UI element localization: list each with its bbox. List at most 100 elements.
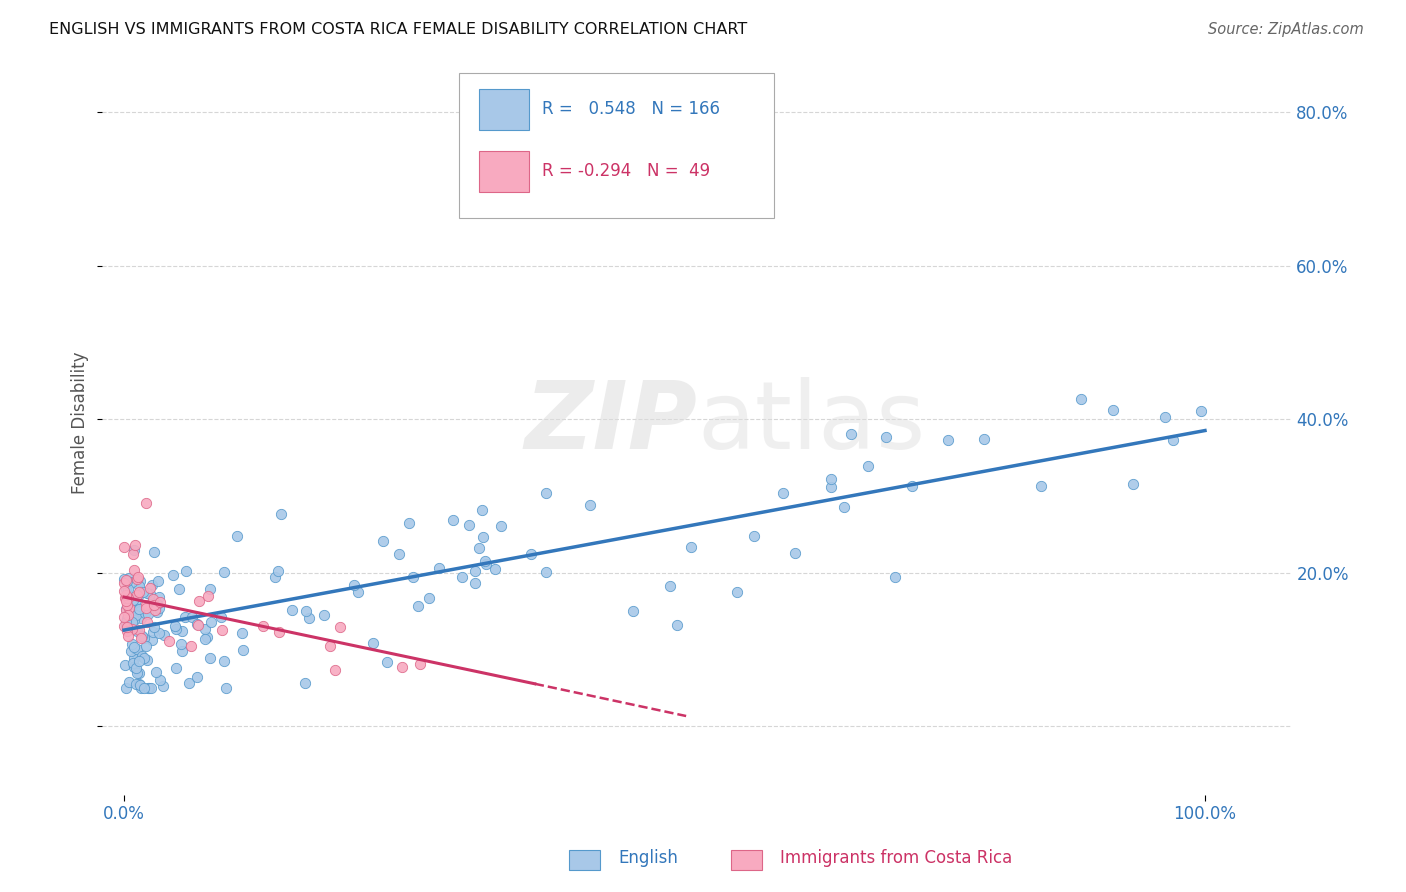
- Point: [772, 485, 794, 500]
- Point: [122, 656, 145, 670]
- Point: [856, 459, 879, 474]
- Point: [884, 570, 907, 584]
- Point: [198, 651, 221, 665]
- Point: [181, 609, 204, 624]
- Point: [146, 574, 169, 588]
- Point: [427, 561, 450, 575]
- Bar: [479, 89, 529, 130]
- Point: [187, 594, 209, 608]
- Point: [472, 530, 495, 544]
- Point: [128, 665, 150, 680]
- Point: [128, 623, 150, 637]
- Point: [145, 665, 167, 680]
- Point: [534, 565, 557, 579]
- Point: [136, 607, 159, 621]
- Point: [172, 643, 194, 657]
- Point: [114, 594, 136, 608]
- Point: [170, 637, 193, 651]
- Point: [115, 574, 138, 589]
- Point: [269, 624, 291, 639]
- Point: [198, 582, 221, 596]
- Point: [681, 540, 703, 554]
- Point: [212, 654, 235, 668]
- Text: Source: ZipAtlas.com: Source: ZipAtlas.com: [1208, 22, 1364, 37]
- Point: [464, 564, 486, 578]
- Point: [138, 681, 160, 695]
- Point: [114, 657, 136, 672]
- Point: [820, 479, 842, 493]
- Point: [125, 573, 148, 587]
- Point: [267, 564, 290, 578]
- Point: [136, 653, 159, 667]
- Point: [141, 578, 163, 592]
- Text: R =   0.548   N = 166: R = 0.548 N = 166: [543, 101, 720, 119]
- Point: [117, 619, 139, 633]
- Point: [143, 545, 166, 559]
- Point: [142, 599, 165, 613]
- Point: [1122, 477, 1144, 491]
- Text: ZIP: ZIP: [524, 377, 697, 469]
- Point: [128, 655, 150, 669]
- Point: [165, 661, 187, 675]
- Text: R = -0.294   N =  49: R = -0.294 N = 49: [543, 162, 710, 180]
- Point: [464, 576, 486, 591]
- Point: [451, 570, 474, 584]
- Point: [125, 677, 148, 691]
- Point: [134, 607, 156, 621]
- Point: [209, 609, 232, 624]
- Point: [132, 585, 155, 599]
- Point: [169, 582, 191, 596]
- Point: [457, 518, 479, 533]
- Point: [129, 574, 152, 588]
- Point: [129, 604, 152, 618]
- Point: [212, 565, 235, 579]
- Point: [294, 676, 316, 690]
- Point: [725, 584, 748, 599]
- Point: [139, 581, 162, 595]
- Point: [225, 529, 247, 543]
- Point: [112, 572, 135, 586]
- Point: [112, 609, 135, 624]
- Point: [186, 616, 208, 631]
- Point: [129, 678, 152, 692]
- Point: [343, 578, 366, 592]
- Point: [194, 632, 217, 647]
- Point: [165, 619, 187, 633]
- Point: [121, 615, 143, 630]
- Point: [136, 615, 159, 629]
- Point: [118, 622, 141, 636]
- Point: [520, 547, 543, 561]
- Point: [152, 679, 174, 693]
- Point: [149, 673, 172, 687]
- Point: [121, 574, 143, 589]
- Point: [117, 582, 139, 596]
- Point: [402, 570, 425, 584]
- Point: [121, 637, 143, 651]
- Point: [139, 587, 162, 601]
- Point: [197, 589, 219, 603]
- Point: [536, 486, 558, 500]
- Point: [122, 547, 145, 561]
- Point: [143, 620, 166, 634]
- Point: [173, 610, 195, 624]
- Point: [177, 676, 200, 690]
- Point: [329, 620, 352, 634]
- Point: [121, 622, 143, 636]
- Point: [373, 534, 395, 549]
- Point: [200, 615, 222, 630]
- Point: [112, 619, 135, 633]
- Point: [264, 570, 287, 584]
- Point: [211, 623, 233, 637]
- Point: [132, 651, 155, 665]
- Point: [666, 618, 689, 632]
- Point: [146, 597, 169, 611]
- Point: [115, 615, 138, 629]
- Point: [114, 602, 136, 616]
- Point: [418, 591, 440, 605]
- Point: [115, 599, 138, 613]
- Point: [127, 589, 149, 603]
- Point: [471, 503, 494, 517]
- Point: [973, 432, 995, 446]
- Point: [162, 568, 184, 582]
- Point: [122, 613, 145, 627]
